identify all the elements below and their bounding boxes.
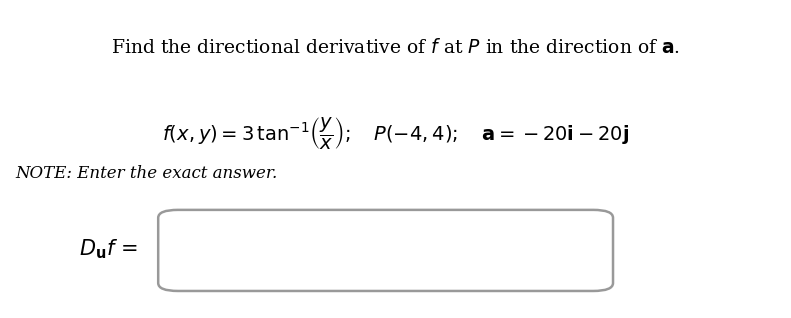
Text: $D_{\mathbf{u}}f\, =$: $D_{\mathbf{u}}f\, =$: [79, 238, 138, 261]
Text: $f(x, y) = 3\,\tan^{-1}\!\left(\dfrac{y}{x}\right);\quad P(-4,4);\quad \mathbf{a: $f(x, y) = 3\,\tan^{-1}\!\left(\dfrac{y}…: [162, 116, 629, 152]
FancyBboxPatch shape: [158, 210, 613, 291]
Text: NOTE: Enter the exact answer.: NOTE: Enter the exact answer.: [16, 165, 278, 182]
Text: Find the directional derivative of $f$ at $P$ in the direction of $\mathbf{a}$.: Find the directional derivative of $f$ a…: [111, 38, 680, 57]
